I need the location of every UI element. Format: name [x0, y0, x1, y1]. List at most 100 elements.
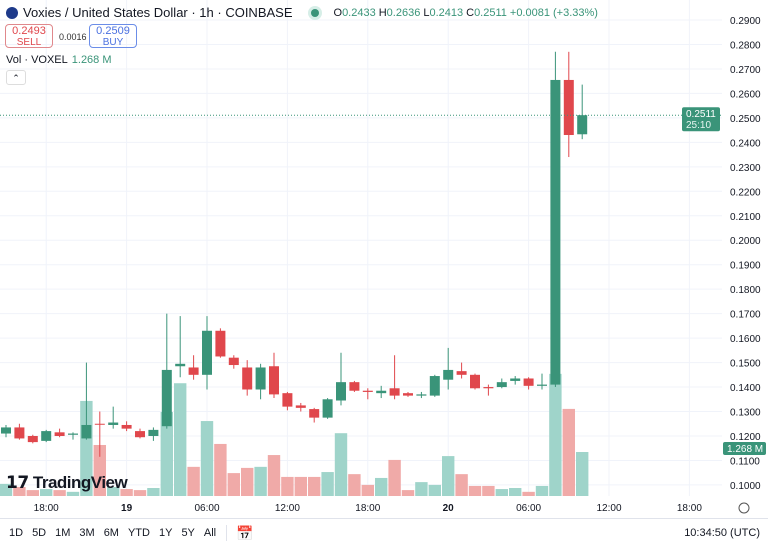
candle-body — [175, 363, 186, 367]
candle-body — [161, 369, 172, 427]
volume-bar — [174, 383, 187, 496]
volume-bar — [254, 466, 267, 496]
volume-bar — [93, 444, 106, 496]
volume-bar — [227, 473, 240, 496]
candle-body — [121, 424, 132, 429]
volume-bar — [495, 489, 508, 496]
candle-body — [362, 390, 373, 392]
volume-bar — [53, 490, 66, 496]
candle-body — [470, 374, 480, 389]
volume-bar — [415, 482, 428, 496]
candle-body — [41, 431, 52, 441]
price-tick: 0.2600 — [730, 89, 761, 100]
candle-body — [389, 388, 400, 396]
candle-body — [228, 357, 239, 366]
candle-body — [510, 378, 521, 381]
price-tick: 0.1300 — [730, 408, 761, 419]
candle-body — [456, 371, 467, 375]
volume-bar — [281, 476, 294, 496]
candle-body — [68, 433, 78, 435]
volume-bar — [187, 466, 200, 496]
candle-body — [54, 432, 65, 436]
time-tick: 20 — [443, 503, 455, 514]
sell-label: SELL — [16, 37, 42, 48]
price-tick: 0.1800 — [730, 285, 761, 296]
candle-body — [322, 399, 333, 418]
price-tick: 0.1000 — [730, 481, 761, 492]
price-tick: 0.2500 — [730, 114, 761, 125]
range-1d[interactable]: 1D — [9, 527, 24, 539]
price-tick: 0.2300 — [730, 163, 761, 174]
time-tick: 18:00 — [355, 503, 380, 514]
range-1m[interactable]: 1M — [55, 527, 71, 539]
time-tick: 19 — [121, 503, 133, 514]
sell-price: 0.2493 — [12, 25, 46, 37]
range-all[interactable]: All — [203, 527, 217, 539]
volume-bar — [428, 484, 441, 496]
candle-body — [376, 390, 387, 394]
volume-badge — [723, 442, 766, 455]
volume-bar — [455, 474, 468, 496]
candle-body — [550, 79, 561, 385]
candle-body — [336, 382, 346, 401]
volume-bar — [308, 476, 321, 496]
volume-bar — [375, 477, 388, 496]
sell-button[interactable]: 0.2493 SELL — [5, 24, 53, 48]
candle-body — [202, 330, 212, 375]
candle-body — [255, 367, 266, 390]
candle-body — [282, 393, 293, 407]
candle-body — [523, 378, 534, 386]
volume-bar — [241, 467, 254, 496]
price-tick: 0.1900 — [730, 261, 761, 272]
candle-body — [577, 115, 588, 135]
price-tick: 0.1500 — [730, 359, 761, 370]
volume-bar — [401, 490, 415, 496]
price-tick: 0.1400 — [730, 383, 761, 394]
settings-gear-icon[interactable] — [738, 502, 750, 514]
price-chart[interactable]: 0.2900 0.2800 0.2700 0.2600 0.2500 0.2400 0.23… — [0, 0, 768, 518]
range-ytd[interactable]: YTD — [127, 527, 150, 539]
volume-bar — [267, 455, 281, 496]
buy-button[interactable]: 0.2509 BUY — [89, 24, 137, 48]
volume-bar — [482, 485, 495, 496]
volume-bar — [80, 400, 93, 496]
volume-bar — [348, 474, 361, 496]
volume-bar — [120, 489, 133, 496]
price-tick: 0.2000 — [730, 236, 761, 247]
chevron-up-icon[interactable]: ⌃ — [6, 70, 26, 85]
calendar-goto-icon[interactable]: 📅 — [236, 524, 254, 541]
range-6m[interactable]: 6M — [103, 527, 119, 539]
volume-bar — [509, 488, 522, 496]
volume-bar — [535, 485, 549, 496]
volume-bar — [361, 484, 374, 496]
volume-value: 1.268 M — [71, 54, 112, 66]
candle-body — [27, 435, 38, 443]
range-3m[interactable]: 3M — [79, 527, 95, 539]
voxies-logo-icon — [6, 6, 18, 19]
candle-body — [135, 431, 145, 438]
time-tick: 06:00 — [516, 503, 541, 514]
range-5d[interactable]: 5D — [32, 527, 47, 539]
volume-bar — [388, 459, 401, 496]
range-1y[interactable]: 1Y — [158, 527, 173, 539]
volume-bar — [147, 488, 160, 496]
volume-bar — [0, 483, 13, 496]
price-tick: 0.2400 — [730, 138, 761, 149]
price-tick: 0.2900 — [730, 16, 761, 27]
price-tick: 0.1600 — [730, 334, 761, 345]
volume-bar — [133, 490, 147, 496]
candle-body — [215, 330, 226, 357]
ohlc-value: +0.0081 (+3.33%) — [509, 6, 598, 19]
symbol-header: Voxies / United States Dollar · 1h · COI… — [6, 5, 598, 20]
volume-legend: Vol · VOXEL 1.268 M — [6, 54, 112, 66]
ohlc-key: C — [466, 6, 475, 19]
symbol-title[interactable]: Voxies / United States Dollar · 1h · COI… — [23, 5, 293, 20]
range-5y[interactable]: 5Y — [181, 527, 195, 539]
candle-body — [148, 429, 159, 436]
candle-body — [309, 409, 320, 418]
candle-body — [403, 393, 413, 396]
volume-bar — [107, 486, 120, 496]
ohlc-key: O — [333, 6, 343, 19]
volume-label: Vol · VOXEL — [6, 54, 68, 66]
clock-time[interactable]: 10:34:50 (UTC) — [684, 527, 760, 539]
